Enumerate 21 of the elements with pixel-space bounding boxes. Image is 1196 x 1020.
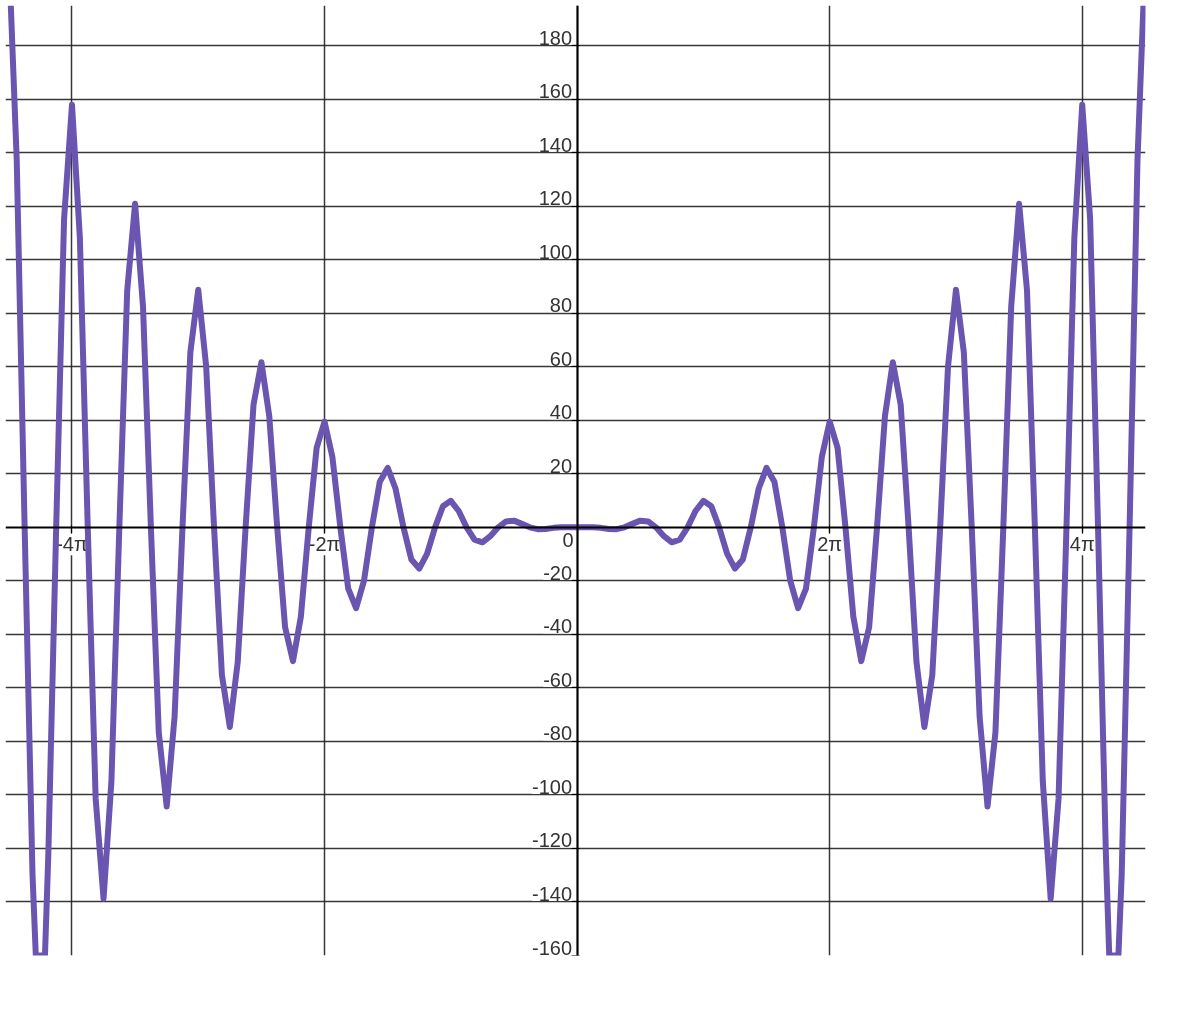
y-tick-label: -60 (543, 668, 573, 691)
y-tick-label: -40 (543, 615, 573, 638)
y-tick-label: 100 (538, 240, 573, 263)
x-tick-label: 4π (1069, 533, 1095, 556)
y-tick-label: 160 (538, 80, 573, 103)
y-tick-label: 180 (538, 26, 573, 49)
y-tick-label: -20 (543, 561, 573, 584)
y-tick-label: -100 (532, 775, 573, 798)
x-tick-label: 2π (817, 533, 843, 556)
y-tick-label: 140 (538, 133, 573, 156)
y-tick-label: -120 (532, 829, 573, 852)
y-tick-label: -160 (532, 936, 573, 959)
y-tick-label: 20 (549, 454, 573, 477)
y-tick-label: 120 (538, 187, 573, 210)
y-tick-label: -80 (543, 722, 573, 745)
x-tick-label: 0 (562, 529, 574, 552)
x-tick-label: -2π (308, 533, 341, 556)
y-tick-label: -140 (532, 882, 573, 905)
y-tick-label: 60 (549, 347, 573, 370)
y-tick-label: 40 (549, 401, 573, 424)
y-tick-label: 80 (549, 294, 573, 317)
